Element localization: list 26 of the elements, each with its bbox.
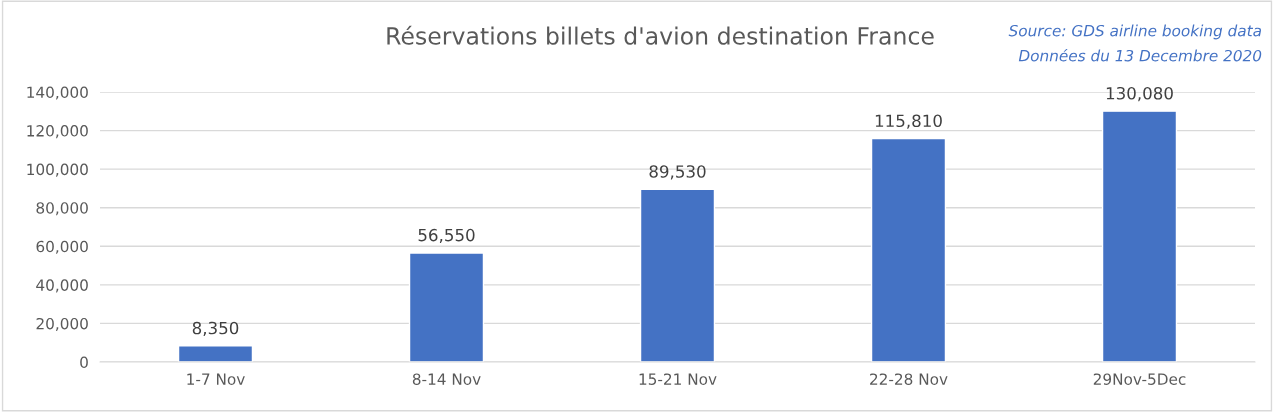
bar — [408, 252, 485, 362]
y-tick-label: 60,000 — [36, 240, 88, 254]
text: Données du 13 Decembre 2020 — [1018, 49, 1262, 62]
x-tick-label: 1-7 Nov — [187, 373, 245, 385]
data-label: 56,550 — [418, 228, 475, 244]
data-label: 8,350 — [192, 321, 239, 337]
y-tick-label: 140,000 — [27, 86, 88, 100]
data-label: 130,080 — [1106, 86, 1173, 102]
y-tick-label: 20,000 — [36, 317, 88, 332]
x-tick-label: 29Nov-5Dec — [1093, 373, 1186, 385]
x-tick-label: 8-14 Nov — [412, 373, 481, 385]
chart-title: Réservations billets d'avion destination France — [387, 25, 934, 45]
bar — [1101, 110, 1178, 362]
bar — [870, 137, 947, 362]
bar — [639, 188, 716, 362]
y-tick-label: 40,000 — [36, 279, 88, 293]
y-tick-label: 120,000 — [27, 125, 88, 139]
x-tick-label: 15-21 Nov — [639, 373, 717, 385]
y-tick-label: 100,000 — [27, 163, 88, 177]
x-tick-label: 22-28 Nov — [870, 373, 948, 385]
data-label: 115,810 — [875, 114, 942, 129]
bar — [177, 345, 254, 362]
source-note: Source: GDS airline booking data — [1008, 24, 1261, 40]
y-tick-label: 0 — [80, 356, 88, 369]
data-label: 89,530 — [649, 165, 706, 180]
y-tick-label: 80,000 — [36, 202, 88, 216]
